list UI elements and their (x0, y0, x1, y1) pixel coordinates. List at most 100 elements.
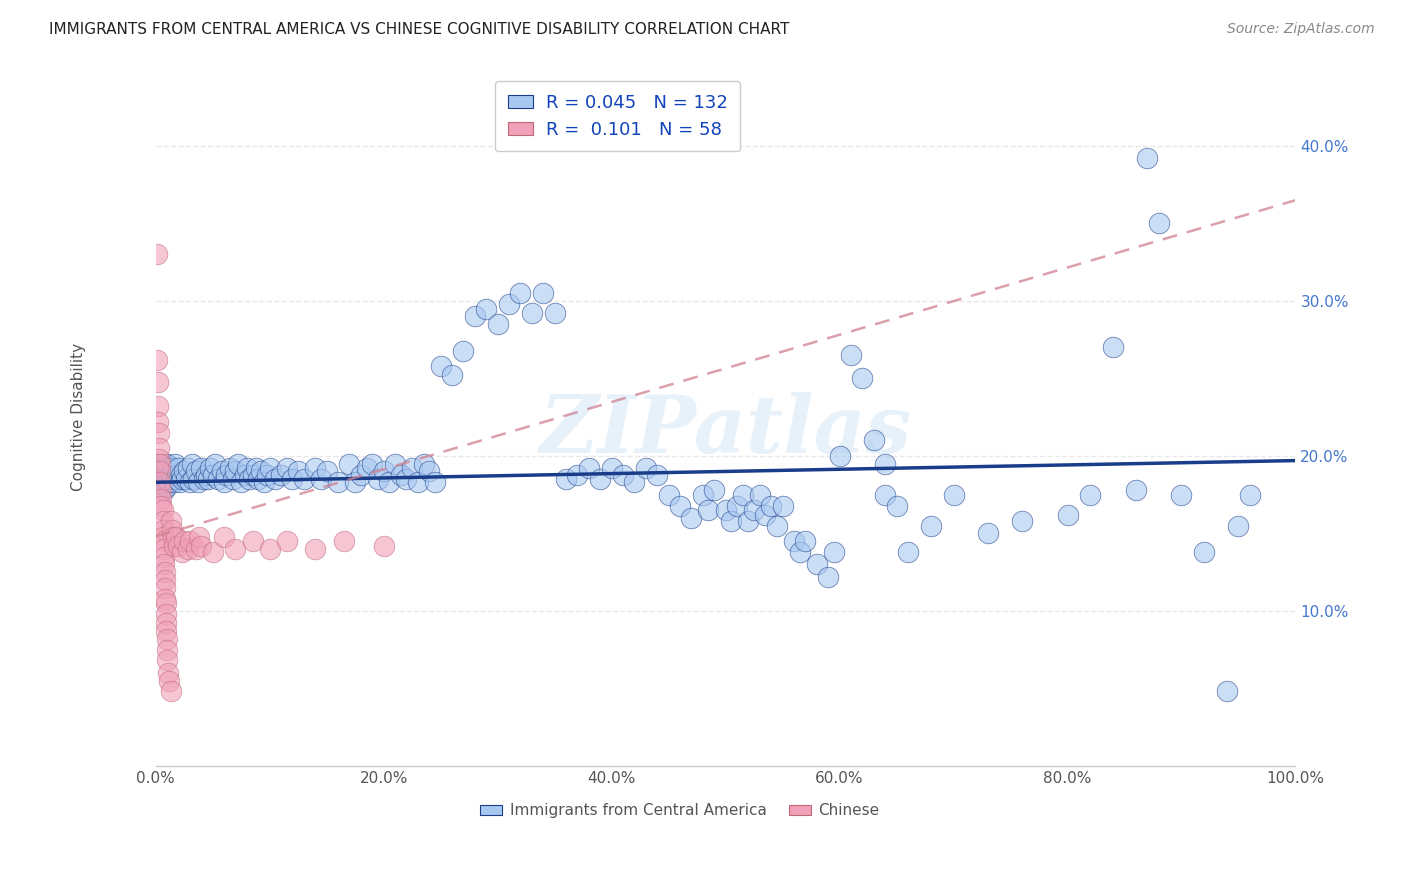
Point (156, 472, 179, 486)
Point (486, 317, 509, 331)
Point (153, 472, 176, 486)
Point (149, 476, 172, 491)
Point (242, 467, 264, 482)
Point (150, 467, 173, 482)
Point (146, 467, 169, 482)
Point (163, 475, 186, 490)
Point (304, 541, 326, 556)
Point (170, 467, 193, 482)
Point (146, 400, 169, 414)
Point (218, 461, 240, 475)
Point (395, 472, 418, 486)
Point (714, 503, 737, 517)
Point (149, 467, 172, 482)
Point (167, 539, 190, 553)
Point (155, 465, 177, 479)
Point (412, 457, 434, 471)
Point (215, 467, 238, 482)
Point (1170, 488, 1192, 502)
Point (153, 476, 176, 491)
Point (429, 359, 451, 373)
Point (167, 461, 190, 475)
Point (233, 467, 256, 482)
Point (146, 375, 169, 389)
Point (766, 518, 789, 533)
Point (148, 465, 170, 479)
Point (339, 457, 361, 471)
Point (555, 472, 578, 486)
Point (823, 545, 845, 559)
Point (153, 591, 176, 606)
Point (1011, 514, 1033, 528)
Point (149, 465, 172, 479)
Point (875, 488, 897, 502)
Point (179, 534, 201, 549)
Point (1078, 488, 1101, 502)
Point (153, 573, 176, 587)
Point (149, 475, 172, 490)
Point (1239, 488, 1261, 502)
Point (292, 472, 315, 486)
Point (264, 472, 287, 486)
Point (149, 465, 172, 479)
Point (287, 465, 309, 479)
Point (193, 472, 215, 486)
Point (184, 541, 207, 556)
Point (578, 461, 600, 475)
Point (759, 499, 782, 513)
Point (634, 461, 657, 475)
Point (742, 503, 765, 517)
Point (159, 514, 181, 528)
Point (276, 534, 298, 549)
Point (163, 539, 186, 553)
Point (794, 534, 817, 549)
Point (789, 545, 811, 559)
Point (146, 457, 169, 471)
Point (166, 467, 188, 482)
Point (212, 475, 235, 490)
Point (170, 545, 193, 559)
Point (612, 467, 634, 482)
Point (194, 467, 217, 482)
Point (737, 514, 759, 528)
Point (401, 461, 423, 475)
Point (201, 467, 224, 482)
Point (886, 499, 908, 513)
Point (152, 483, 174, 497)
Point (839, 348, 862, 362)
Point (531, 286, 554, 301)
Point (146, 352, 169, 367)
Point (156, 632, 179, 646)
Point (146, 472, 169, 486)
Point (204, 457, 226, 471)
Point (153, 467, 176, 482)
Point (157, 475, 180, 490)
Point (731, 488, 754, 502)
Point (152, 514, 174, 528)
Point (152, 457, 174, 471)
Point (725, 499, 748, 513)
Point (475, 301, 498, 316)
Point (373, 539, 395, 553)
Point (875, 457, 897, 471)
Point (418, 465, 440, 479)
Point (464, 310, 486, 324)
Point (224, 465, 246, 479)
Point (1136, 152, 1159, 166)
Point (165, 457, 187, 471)
Point (150, 483, 173, 497)
Point (201, 545, 224, 559)
Point (498, 297, 520, 311)
Point (350, 467, 373, 482)
Point (259, 541, 281, 556)
Point (453, 343, 475, 358)
Point (245, 461, 267, 475)
Point (423, 475, 446, 490)
Point (1194, 545, 1216, 559)
Point (783, 534, 806, 549)
Point (1227, 518, 1250, 533)
Point (754, 508, 776, 522)
Point (389, 467, 412, 482)
Point (623, 475, 645, 490)
Point (211, 465, 233, 479)
